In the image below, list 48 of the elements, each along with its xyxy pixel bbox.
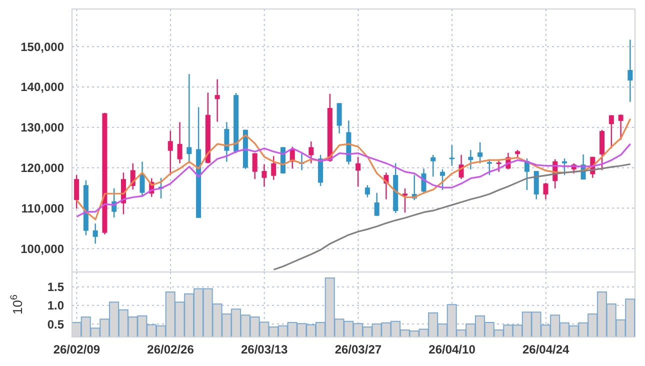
candlestick xyxy=(562,158,567,176)
candlestick xyxy=(214,78,220,122)
candlestick xyxy=(496,160,502,172)
candlestick xyxy=(140,161,145,198)
x-tick-label: 26/02/09 xyxy=(53,342,100,357)
line-series xyxy=(76,118,632,220)
y-tick-label: 130,000 xyxy=(20,120,64,135)
x-tick-label: 26/04/10 xyxy=(428,342,476,357)
candlestick xyxy=(608,114,614,149)
x-tick-label: 26/02/26 xyxy=(147,342,194,357)
candlestick xyxy=(402,188,408,214)
candlestick xyxy=(224,122,230,162)
candlestick xyxy=(628,39,633,103)
candlestick xyxy=(364,184,370,198)
candlestick xyxy=(430,154,436,178)
candlestick xyxy=(262,164,267,188)
candlestick xyxy=(308,140,314,164)
candlestick xyxy=(252,152,258,180)
candlestick xyxy=(374,192,380,216)
candlestick xyxy=(74,174,80,210)
line-series xyxy=(76,143,632,218)
candlestick xyxy=(440,168,446,191)
x-tick-label: 26/03/27 xyxy=(334,342,382,357)
candlestick xyxy=(168,130,173,176)
candlestick xyxy=(356,156,361,188)
candlestick xyxy=(468,149,474,170)
candlestick xyxy=(271,155,276,180)
candlestick xyxy=(543,182,548,200)
candlestick xyxy=(600,129,605,171)
candlestick xyxy=(486,158,492,176)
y-tick-label: 1.5 xyxy=(47,280,64,294)
x-tick-label: 26/03/13 xyxy=(241,342,288,357)
candlestick xyxy=(92,222,98,244)
y-tick-label: 1.0 xyxy=(47,298,64,313)
candlestick xyxy=(534,170,539,200)
y-tick-label: 110,000 xyxy=(21,201,64,216)
y-tick-label: 0.5 xyxy=(47,317,64,332)
y-tick-label: 140,000 xyxy=(20,80,64,94)
y-tick-label: 150,000 xyxy=(20,40,64,54)
candlestick xyxy=(177,122,182,164)
candlestick xyxy=(186,73,192,164)
y-tick-label: 100,000 xyxy=(20,242,64,256)
candlestick xyxy=(336,102,342,134)
x-tick-label: 26/04/24 xyxy=(522,342,570,357)
candlestick xyxy=(618,114,624,140)
candlestick xyxy=(478,142,483,164)
y-tick-label: 120,000 xyxy=(20,161,64,176)
candlestick xyxy=(449,144,454,166)
